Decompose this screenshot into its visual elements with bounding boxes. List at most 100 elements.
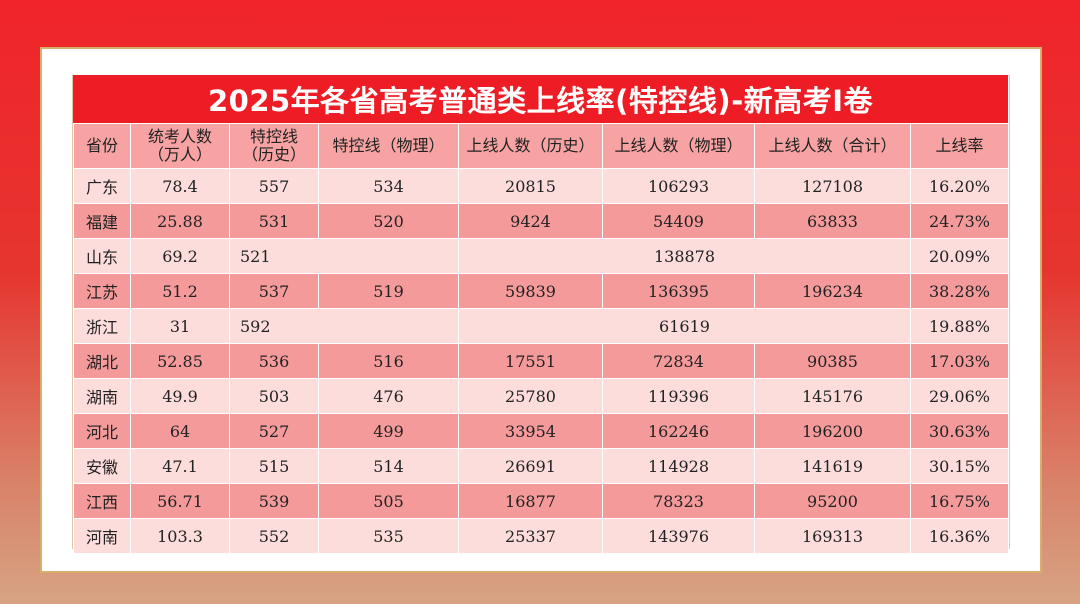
- cell-cutoff-physics: 476: [318, 378, 459, 414]
- cell-passed-history: 26691: [458, 448, 603, 484]
- header-cutoff-history: 特控线 （历史）: [229, 123, 319, 169]
- cell-passed-history: 33954: [458, 413, 603, 449]
- cell-examinees: 69.2: [130, 238, 230, 274]
- cell-province: 湖北: [73, 343, 131, 379]
- table-row: 江苏 51.2 537 519 59839 136395 196234 38.2…: [73, 273, 1009, 309]
- cell-passed-total: 169313: [754, 518, 911, 554]
- cell-province: 山东: [73, 238, 131, 274]
- cell-province: 广东: [73, 168, 131, 204]
- table-row: 广东 78.4 557 534 20815 106293 127108 16.2…: [73, 168, 1009, 204]
- header-province: 省份: [73, 123, 131, 169]
- cell-rate: 20.09%: [910, 238, 1009, 274]
- cell-passed-physics: 106293: [602, 168, 755, 204]
- table-row: 江西 56.71 539 505 16877 78323 95200 16.75…: [73, 483, 1009, 519]
- cell-province: 河南: [73, 518, 131, 554]
- cell-rate: 30.15%: [910, 448, 1009, 484]
- cell-passed-combined: 138878: [458, 238, 911, 274]
- cell-rate: 29.06%: [910, 378, 1009, 414]
- cell-passed-history: 59839: [458, 273, 603, 309]
- cell-passed-physics: 114928: [602, 448, 755, 484]
- header-passed-physics: 上线人数（物理）: [602, 123, 755, 169]
- cell-passed-total: 196234: [754, 273, 911, 309]
- cell-passed-physics: 78323: [602, 483, 755, 519]
- cell-province: 河北: [73, 413, 131, 449]
- cell-rate: 24.73%: [910, 203, 1009, 239]
- header-examinees: 统考人数 （万人）: [130, 123, 230, 169]
- cell-passed-history: 16877: [458, 483, 603, 519]
- cell-cutoff-history: 515: [229, 448, 319, 484]
- cell-passed-physics: 162246: [602, 413, 755, 449]
- cell-passed-physics: 119396: [602, 378, 755, 414]
- cell-passed-total: 127108: [754, 168, 911, 204]
- cell-cutoff-history: 527: [229, 413, 319, 449]
- cell-passed-total: 196200: [754, 413, 911, 449]
- cell-passed-total: 95200: [754, 483, 911, 519]
- cell-rate: 16.20%: [910, 168, 1009, 204]
- cell-cutoff-history: 536: [229, 343, 319, 379]
- cell-cutoff-physics: 519: [318, 273, 459, 309]
- header-cutoff-physics: 特控线（物理）: [318, 123, 459, 169]
- cell-examinees: 52.85: [130, 343, 230, 379]
- cell-cutoff-physics: 535: [318, 518, 459, 554]
- cell-rate: 16.36%: [910, 518, 1009, 554]
- cell-passed-total: 141619: [754, 448, 911, 484]
- cell-passed-history: 9424: [458, 203, 603, 239]
- header-examinees-line1: 统考人数: [147, 127, 212, 146]
- cell-province: 福建: [73, 203, 131, 239]
- cell-examinees: 31: [130, 308, 230, 344]
- cell-rate: 16.75%: [910, 483, 1009, 519]
- cell-cutoff-physics: 499: [318, 413, 459, 449]
- cell-province: 江西: [73, 483, 131, 519]
- cell-examinees: 78.4: [130, 168, 230, 204]
- cell-passed-history: 25337: [458, 518, 603, 554]
- cell-rate: 30.63%: [910, 413, 1009, 449]
- cell-examinees: 25.88: [130, 203, 230, 239]
- cell-rate: 19.88%: [910, 308, 1009, 344]
- cell-passed-history: 20815: [458, 168, 603, 204]
- cell-cutoff-combined: 592: [229, 308, 459, 344]
- header-passed-history: 上线人数（历史）: [458, 123, 603, 169]
- cell-passed-physics: 72834: [602, 343, 755, 379]
- cell-cutoff-combined: 521: [229, 238, 459, 274]
- cell-passed-physics: 54409: [602, 203, 755, 239]
- header-cutoff-history-line1: 特控线: [249, 127, 298, 146]
- header-passed-total: 上线人数（合计）: [754, 123, 911, 169]
- cell-rate: 17.03%: [910, 343, 1009, 379]
- table-row: 福建 25.88 531 520 9424 54409 63833 24.73%: [73, 203, 1009, 239]
- cell-passed-total: 145176: [754, 378, 911, 414]
- table-row: 河南 103.3 552 535 25337 143976 169313 16.…: [73, 518, 1009, 554]
- cell-province: 浙江: [73, 308, 131, 344]
- cell-province: 安徽: [73, 448, 131, 484]
- cell-cutoff-history: 537: [229, 273, 319, 309]
- cell-cutoff-history: 552: [229, 518, 319, 554]
- cell-cutoff-history: 503: [229, 378, 319, 414]
- cell-cutoff-physics: 534: [318, 168, 459, 204]
- cell-passed-physics: 143976: [602, 518, 755, 554]
- cell-examinees: 49.9: [130, 378, 230, 414]
- cell-rate: 38.28%: [910, 273, 1009, 309]
- cell-examinees: 51.2: [130, 273, 230, 309]
- table-row: 河北 64 527 499 33954 162246 196200 30.63%: [73, 413, 1009, 449]
- table-row: 浙江 31 592 61619 19.88%: [73, 308, 1009, 344]
- cell-cutoff-physics: 520: [318, 203, 459, 239]
- table-row: 湖北 52.85 536 516 17551 72834 90385 17.03…: [73, 343, 1009, 379]
- table-row: 湖南 49.9 503 476 25780 119396 145176 29.0…: [73, 378, 1009, 414]
- cell-cutoff-physics: 505: [318, 483, 459, 519]
- cell-examinees: 103.3: [130, 518, 230, 554]
- header-examinees-line2: （万人）: [147, 145, 212, 164]
- cell-passed-total: 90385: [754, 343, 911, 379]
- cell-passed-physics: 136395: [602, 273, 755, 309]
- cell-cutoff-history: 531: [229, 203, 319, 239]
- table-header-row: 省份 统考人数 （万人） 特控线 （历史） 特控线（物理） 上线人数（历史） 上…: [73, 123, 1009, 169]
- table-row: 安徽 47.1 515 514 26691 114928 141619 30.1…: [73, 448, 1009, 484]
- cell-province: 湖南: [73, 378, 131, 414]
- cell-province: 江苏: [73, 273, 131, 309]
- cell-passed-history: 17551: [458, 343, 603, 379]
- cell-examinees: 56.71: [130, 483, 230, 519]
- cell-cutoff-history: 539: [229, 483, 319, 519]
- cell-cutoff-physics: 514: [318, 448, 459, 484]
- cell-examinees: 47.1: [130, 448, 230, 484]
- header-cutoff-history-line2: （历史）: [241, 145, 306, 164]
- cell-passed-combined: 61619: [458, 308, 911, 344]
- table-row: 山东 69.2 521 138878 20.09%: [73, 238, 1009, 274]
